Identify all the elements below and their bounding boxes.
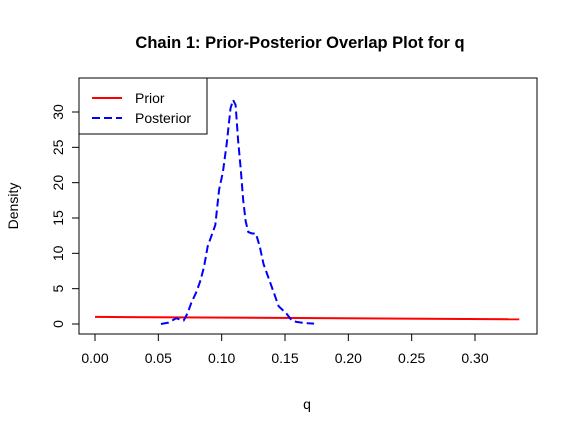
y-tick-label: 0 — [50, 320, 66, 328]
y-tick-label: 25 — [50, 139, 66, 155]
x-tick-label: 0.30 — [461, 350, 488, 366]
y-tick-label: 10 — [50, 245, 66, 261]
chart-title: Chain 1: Prior-Posterior Overlap Plot fo… — [135, 34, 464, 52]
y-axis-label: Density — [5, 183, 21, 230]
x-tick-label: 0.20 — [335, 350, 362, 366]
x-tick-label: 0.00 — [81, 350, 108, 366]
legend: Prior Posterior — [78, 77, 208, 135]
x-axis-label: q — [303, 396, 311, 412]
x-tick-label: 0.15 — [271, 350, 298, 366]
y-tick-label: 5 — [50, 285, 66, 293]
y-axis: 0 5 10 15 20 25 30 — [50, 104, 80, 328]
series-layer — [94, 99, 520, 325]
x-tick-label: 0.10 — [208, 350, 235, 366]
legend-label-prior: Prior — [135, 90, 165, 106]
y-tick-label: 20 — [50, 175, 66, 191]
y-tick-label: 30 — [50, 104, 66, 120]
x-axis: 0.00 0.05 0.10 0.15 0.20 0.25 0.30 — [81, 333, 489, 366]
series-line-prior — [94, 315, 520, 321]
legend-label-posterior: Posterior — [135, 110, 191, 126]
series-line-posterior — [160, 99, 315, 325]
x-tick-label: 0.25 — [398, 350, 425, 366]
legend-box — [78, 77, 208, 135]
x-tick-label: 0.05 — [145, 350, 172, 366]
y-tick-label: 15 — [50, 210, 66, 226]
